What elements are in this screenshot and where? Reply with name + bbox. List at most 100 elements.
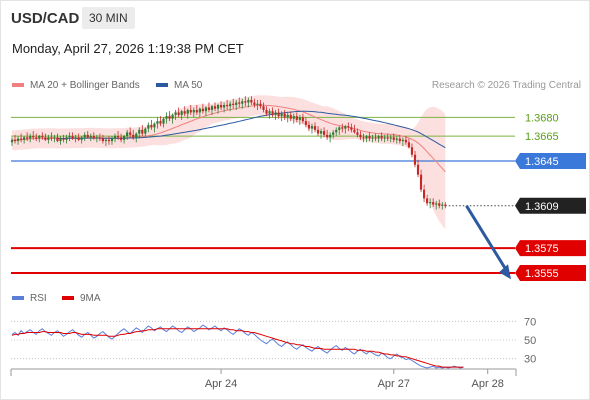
candle-body: [147, 124, 150, 129]
candle: [395, 136, 398, 144]
candle: [141, 124, 144, 137]
x-tick-label: Apr 28: [471, 378, 503, 390]
level-badge-shape: [515, 152, 586, 169]
candle: [274, 109, 277, 120]
candle: [95, 134, 98, 143]
bollinger-bands: [12, 95, 446, 230]
candle-body: [204, 107, 208, 112]
candle-body: [307, 124, 311, 129]
candle: [101, 134, 104, 144]
candle: [68, 132, 71, 142]
level-badge-text: 1.3555: [525, 268, 559, 280]
candle-body: [310, 126, 314, 129]
candle: [204, 106, 208, 117]
candle: [223, 102, 226, 113]
candle-body: [183, 111, 186, 114]
candle-body: [413, 154, 417, 165]
candle: [10, 137, 14, 147]
candle: [301, 113, 304, 124]
candle: [138, 127, 141, 139]
candle: [116, 131, 120, 140]
candle: [35, 133, 38, 142]
candle-body: [344, 126, 347, 129]
candle: [192, 107, 195, 118]
candle-body: [395, 138, 398, 140]
candle-body: [319, 131, 323, 134]
candle: [374, 133, 377, 142]
legend-9ma: 9MA: [62, 293, 101, 304]
candle-body: [113, 136, 117, 139]
candle-body: [165, 116, 168, 119]
candle: [344, 124, 347, 134]
candle-body: [383, 137, 386, 139]
timeframe-badge[interactable]: 30 MIN: [82, 7, 135, 29]
ma9-label: 9MA: [80, 293, 101, 304]
candle: [41, 132, 44, 140]
candle-body: [241, 101, 244, 104]
candle-body: [132, 134, 135, 138]
candle-body: [283, 113, 286, 118]
candle-body: [286, 114, 289, 118]
candle-body: [438, 203, 441, 206]
candle: [338, 126, 341, 135]
candle: [401, 137, 404, 147]
candle-body: [153, 123, 156, 128]
candle-body: [235, 102, 238, 105]
candle-body: [116, 136, 120, 138]
candle-body: [162, 118, 165, 124]
candle: [23, 136, 26, 144]
level-badge-text: 1.3575: [525, 243, 559, 255]
candle-body: [338, 127, 341, 130]
candle: [104, 137, 108, 147]
candle-body: [298, 117, 301, 120]
candle-body: [274, 112, 277, 115]
candle: [153, 122, 156, 133]
candle-body: [329, 134, 332, 138]
candle-body: [244, 101, 247, 103]
candle: [441, 202, 444, 210]
candle: [89, 133, 92, 142]
candle-body: [56, 137, 59, 142]
candle: [322, 127, 326, 138]
candle-body: [362, 137, 365, 139]
candle-body: [238, 102, 241, 104]
candle: [56, 133, 59, 143]
candle-body: [150, 124, 153, 128]
candle-body: [422, 189, 426, 199]
candle-body: [368, 136, 371, 139]
candle: [404, 136, 407, 145]
candle: [186, 108, 189, 119]
header: USD/CAD 30 MIN: [0, 0, 590, 36]
candle: [422, 184, 426, 203]
candle-body: [265, 109, 268, 114]
candle: [156, 117, 159, 129]
candle: [350, 123, 353, 133]
level-badge-shape: [515, 197, 586, 214]
candle-body: [313, 126, 317, 130]
candle-body: [62, 138, 65, 140]
candle-body: [77, 137, 80, 140]
candle: [177, 107, 180, 118]
candle: [438, 199, 441, 209]
candle: [50, 132, 53, 142]
candle: [247, 97, 250, 108]
candle-body: [195, 109, 198, 113]
candle-body: [229, 103, 232, 107]
candle-body: [353, 129, 356, 133]
candle: [92, 132, 95, 140]
candle-body: [410, 147, 414, 155]
candle-body: [138, 129, 141, 134]
rsi-swatch: [12, 296, 24, 301]
candle-body: [280, 113, 283, 117]
candle: [304, 117, 308, 128]
candle: [280, 111, 283, 122]
candle-body: [359, 134, 362, 138]
candle: [77, 133, 80, 142]
candle: [71, 132, 74, 140]
candle: [107, 136, 111, 145]
candle: [219, 101, 223, 110]
candle: [435, 200, 438, 210]
forecast-arrow: [465, 205, 511, 280]
candle-body: [356, 132, 359, 135]
candle-body: [316, 129, 320, 134]
